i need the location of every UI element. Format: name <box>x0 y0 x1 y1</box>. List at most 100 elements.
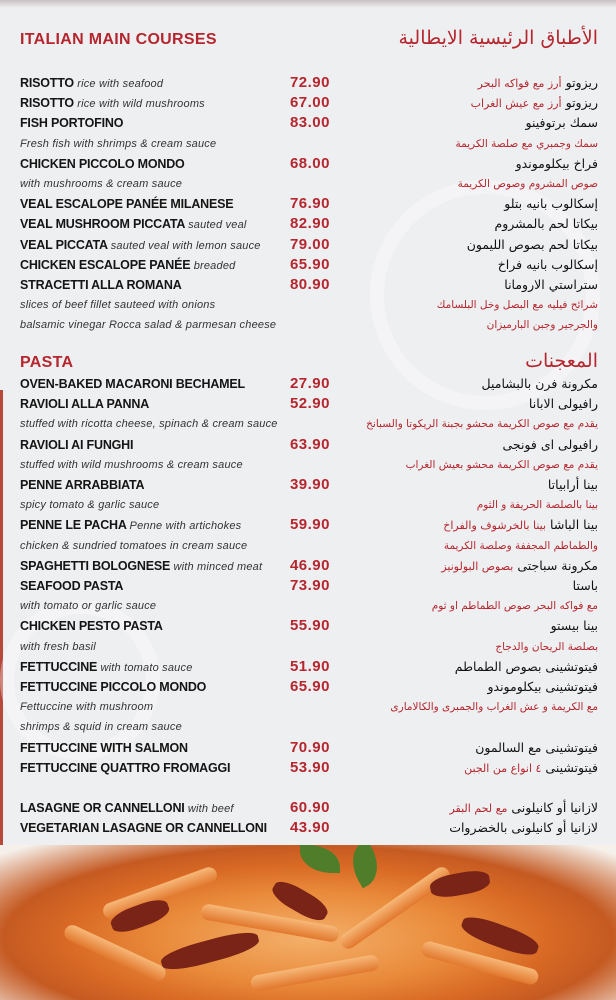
menu-item: CHICKEN PICCOLO MONDO 68.00 فراخ بيكلوموند… <box>0 154 616 174</box>
item-name: SPAGHETTI BOLOGNESE with minced meat <box>20 556 262 577</box>
item-price: 65.90 <box>289 255 330 273</box>
item-name: CHICKEN PESTO PASTA <box>20 616 163 636</box>
item-name-arabic-text: إسكالوب بانيه بتلو <box>504 196 598 212</box>
menu-item-description: balsamic vinegar Rocca salad & parmesan … <box>0 315 616 335</box>
item-name-arabic: ريزوتو أرز مع فواكه البحر <box>478 73 598 94</box>
item-name-arabic-text: فراخ بيكلوموندو <box>515 155 598 171</box>
description-text-arabic: بينا بالصلصة الحريفة و الثوم <box>476 499 598 512</box>
menu-item: RAVIOLI ALLA PANNA 52.90 رافيولى الابانا <box>0 394 616 414</box>
item-name-text: FISH PORTOFINO <box>20 116 124 131</box>
item-name: RISOTTO rice with seafood <box>20 73 163 94</box>
item-price: 76.90 <box>289 195 330 213</box>
item-name: PENNE ARRABBIATA <box>20 475 145 495</box>
item-name-arabic-text: بيكاتا لحم بالمشروم <box>494 216 598 232</box>
menu-item: STRACETTI ALLA ROMANA 80.90 ستراستي الاروم… <box>0 275 616 295</box>
item-name-text: RISOTTO <box>20 96 74 111</box>
item-name: VEAL MUSHROOM PICCATA sauted veal <box>20 214 247 235</box>
item-name-arabic: باستا <box>573 576 598 596</box>
item-name-arabic-text: فيتوتشينى بصوص الطماطم <box>454 658 598 674</box>
item-name-text: VEAL MUSHROOM PICCATA <box>20 217 185 232</box>
menu-item-description: with mushrooms & cream sauce صوص المشروم … <box>0 174 616 194</box>
section-title: ITALIAN MAIN COURSES <box>20 31 217 48</box>
description-text: spicy tomato & garlic sauce <box>20 499 160 512</box>
item-name-arabic-text: رافيولى اى فونجى <box>502 436 598 452</box>
menu-item-description: chicken & sundried tomatoes in cream sau… <box>0 536 616 556</box>
item-inline-description: with beef <box>187 803 234 815</box>
description-text: with fresh basil <box>20 640 96 653</box>
item-name-arabic: بينا الباشا بينا بالخرشوف والفراخ <box>443 515 598 536</box>
description-text-arabic: مع فواكه البحر صوص الطماطم او ثوم <box>431 600 598 613</box>
item-price: 67.00 <box>289 94 330 112</box>
item-name-text: LASAGNE OR CANNELLONI <box>20 801 185 815</box>
menu-item: CHICKEN PESTO PASTA 55.90 بينا بيستو <box>0 616 616 636</box>
menu-item: FISH PORTOFINO 83.00 سمك برتوفينو <box>0 113 616 133</box>
item-name-arabic-text: سمك برتوفينو <box>525 115 599 131</box>
description-text: Fresh fish with shrimps & cream sauce <box>20 137 217 150</box>
description-text-arabic: بصلصة الريحان والدجاج <box>495 640 598 653</box>
item-name-text: VEGETARIAN LASAGNE OR CANNELLONI <box>20 821 267 836</box>
menu-item-description: with tomato or garlic sauce مع فواكه البح… <box>0 596 616 616</box>
item-price: 46.90 <box>289 556 330 574</box>
description-text: with tomato or garlic sauce <box>20 600 157 613</box>
menu-item: OVEN-BAKED MACARONI BECHAMEL 27.90 مكرونة … <box>0 374 616 394</box>
item-name-arabic-text: فيتوتشينى <box>545 759 598 775</box>
item-price: 51.90 <box>289 657 330 675</box>
item-price: 59.90 <box>289 516 330 534</box>
description-text: with mushrooms & cream sauce <box>20 178 183 190</box>
item-name-text: CHICKEN PICCOLO MONDO <box>20 156 185 171</box>
item-name-arabic-text: فيتوتشينى مع السالمون <box>475 739 598 755</box>
item-inline-description: rice with wild mushrooms <box>77 98 205 111</box>
item-name: RAVIOLI AI FUNGHI <box>20 435 133 455</box>
item-name: PENNE LE PACHA Penne with artichokes <box>20 515 241 536</box>
item-name-arabic: رافيولى اى فونجى <box>502 435 598 455</box>
menu-item: VEAL ESCALOPE PANÉE MILANESE 76.90 إسكالوب… <box>0 194 616 214</box>
item-price: 65.90 <box>289 678 330 695</box>
item-name-text: RAVIOLI ALLA PANNA <box>20 397 150 412</box>
item-price: 68.00 <box>289 154 330 172</box>
item-price: 70.90 <box>289 738 330 756</box>
item-name-arabic: لازانيا أو كانيلونى بالخضروات <box>449 818 598 838</box>
item-name-arabic: سمك برتوفينو <box>526 113 599 133</box>
item-name: STRACETTI ALLA ROMANA <box>20 275 182 295</box>
item-name-arabic-text: بينا أرابياتا <box>547 477 598 492</box>
menu-item-description: Fresh fish with shrimps & cream sauce سمك… <box>0 134 616 154</box>
description-text: stuffed with wild mushrooms & cream sauc… <box>20 458 243 471</box>
item-price: 72.90 <box>289 74 330 91</box>
menu-item: SEAFOOD PASTA 73.90 باستا <box>0 576 616 596</box>
menu-item-description: shrimps & squid in cream sauce <box>0 717 616 737</box>
item-name-arabic: فيتوتشينى مع السالمون <box>475 738 598 758</box>
item-name-text: SPAGHETTI BOLOGNESE <box>20 558 171 573</box>
description-text: balsamic vinegar Rocca salad & parmesan … <box>20 319 277 332</box>
item-name: VEAL PICCATA sauted veal with lemon sauc… <box>20 235 261 256</box>
item-price: 63.90 <box>289 435 330 453</box>
item-price: 39.90 <box>289 476 330 493</box>
item-name: CHICKEN ESCALOPE PANÉE breaded <box>20 255 235 276</box>
item-name-text: PENNE ARRABBIATA <box>20 478 145 492</box>
item-inline-description: sauted veal with lemon sauce <box>110 239 261 252</box>
menu-item-description: stuffed with ricotta cheese, spinach & c… <box>0 414 616 434</box>
description-text: Fettuccine with mushroom <box>20 701 154 714</box>
item-description-arabic: ٤ انواع من الجبن <box>464 761 542 775</box>
description-text-arabic: يقدم مع صوص الكريمة محشو بجبنة الريكوتا … <box>366 418 598 431</box>
menu-item-description: spicy tomato & garlic sauce بينا بالصلصة … <box>0 495 616 515</box>
item-price: 73.90 <box>289 577 330 594</box>
item-name-text: RAVIOLI AI FUNGHI <box>20 437 134 452</box>
item-name-arabic-text: فيتوتشينى بيكلوموندو <box>487 679 598 694</box>
item-name-arabic: إسكالوب بانيه بتلو <box>504 194 598 214</box>
item-price: 43.90 <box>289 819 330 837</box>
item-name-text: FETTUCCINE PICCOLO MONDO <box>20 680 207 694</box>
menu-item: RAVIOLI AI FUNGHI 63.90 رافيولى اى فونجى <box>0 435 616 455</box>
item-name: VEAL ESCALOPE PANÉE MILANESE <box>20 194 234 214</box>
item-price: 80.90 <box>289 276 330 293</box>
item-name-arabic-text: بيكاتا لحم بصوص الليمون <box>466 236 598 252</box>
menu-item: FETTUCCINE WITH SALMON 70.90 فيتوتشينى مع … <box>0 738 616 758</box>
item-price: 82.90 <box>289 215 330 233</box>
item-name-arabic: ستراستي الارومانا <box>504 275 598 295</box>
description-text: chicken & sundried tomatoes in cream sau… <box>20 539 248 552</box>
item-name: CHICKEN PICCOLO MONDO <box>20 154 185 174</box>
item-name-arabic-text: إسكالوب بانيه فراخ <box>497 256 598 272</box>
item-price: 52.90 <box>289 395 330 413</box>
item-name-arabic: بيكاتا لحم بصوص الليمون <box>467 235 598 255</box>
menu-item: SPAGHETTI BOLOGNESE with minced meat 46.9… <box>0 556 616 576</box>
menu-item: FETTUCCINE with tomato sauce 51.90 فيتوتشي… <box>0 657 616 677</box>
